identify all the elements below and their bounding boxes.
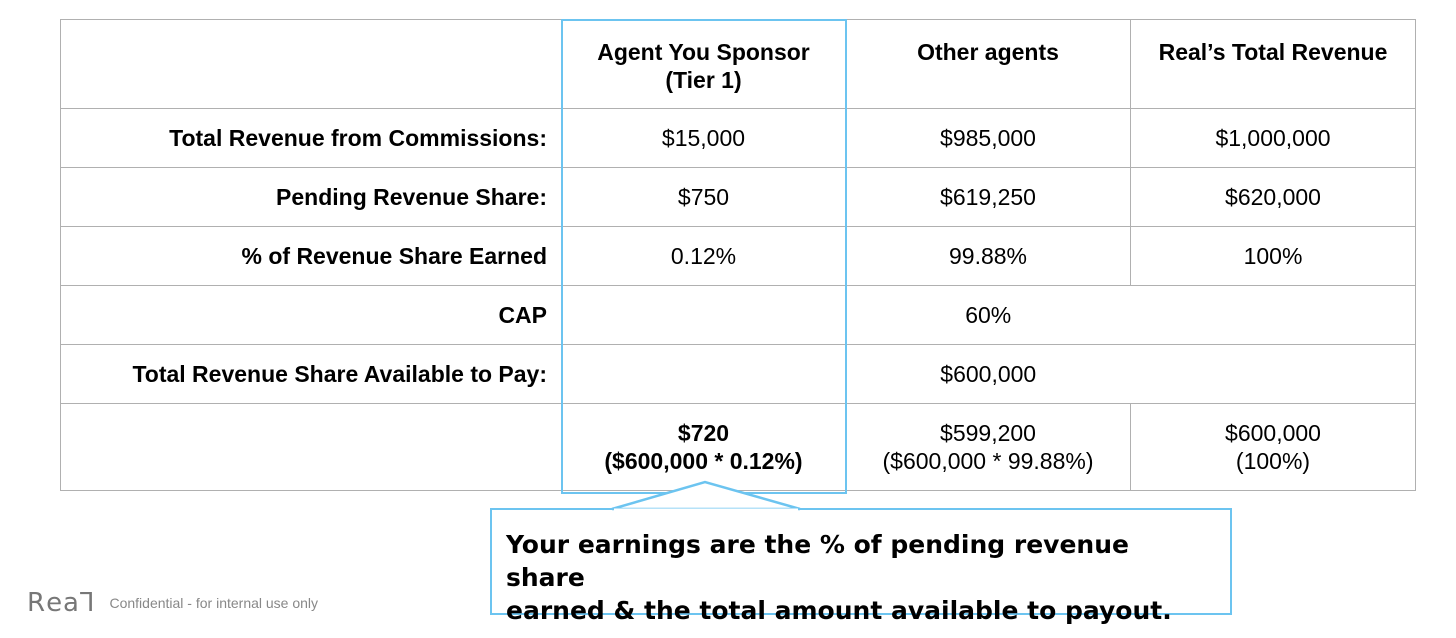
table-row: Total Revenue from Commissions: $15,000 … bbox=[60, 108, 1416, 168]
real-logo: ꓣeaꓶ bbox=[27, 588, 96, 618]
cell bbox=[1130, 344, 1416, 404]
table-row: CAP 60% bbox=[60, 285, 1416, 345]
cell: $600,000 bbox=[845, 344, 1131, 404]
cell bbox=[561, 285, 846, 345]
table-row: $720 ($600,000 * 0.12%) $599,200 ($600,000… bbox=[60, 403, 1416, 491]
row-label: CAP bbox=[60, 285, 562, 345]
revenue-share-table: Agent You Sponsor (Tier 1) Other agents R… bbox=[60, 19, 1416, 491]
footer: ꓣeaꓶ Confidential - for internal use onl… bbox=[27, 588, 319, 618]
formula: (100%) bbox=[1235, 448, 1311, 474]
row-label: % of Revenue Share Earned bbox=[60, 226, 562, 286]
callout-line2: earned & the total amount available to p… bbox=[506, 596, 1172, 625]
cell bbox=[1130, 285, 1416, 345]
value: $599,200 bbox=[940, 420, 1036, 446]
callout-line1: Your earnings are the % of pending reven… bbox=[506, 530, 1129, 592]
cell-sponsor-earnings: $720 ($600,000 * 0.12%) bbox=[561, 403, 846, 491]
cell: $750 bbox=[561, 167, 846, 227]
table-row: Pending Revenue Share: $750 $619,250 $62… bbox=[60, 167, 1416, 227]
formula: ($600,000 * 0.12%) bbox=[604, 448, 803, 474]
value: $600,000 bbox=[1225, 420, 1321, 446]
row-label: Pending Revenue Share: bbox=[60, 167, 562, 227]
confidential-note: Confidential - for internal use only bbox=[109, 595, 319, 611]
formula: ($600,000 * 99.88%) bbox=[882, 448, 1094, 474]
value: $720 bbox=[677, 420, 730, 446]
header-empty bbox=[60, 19, 562, 109]
header-sponsor-line2: (Tier 1) bbox=[665, 67, 742, 93]
table-row: % of Revenue Share Earned 0.12% 99.88% 1… bbox=[60, 226, 1416, 286]
cell: 60% bbox=[845, 285, 1131, 345]
header-other-agents: Other agents bbox=[845, 19, 1131, 109]
cell-total-earnings: $600,000 (100%) bbox=[1130, 403, 1416, 491]
callout-box: Your earnings are the % of pending reven… bbox=[490, 508, 1232, 625]
cell: $620,000 bbox=[1130, 167, 1416, 227]
header-sponsor-line1: Agent You Sponsor bbox=[597, 39, 810, 65]
